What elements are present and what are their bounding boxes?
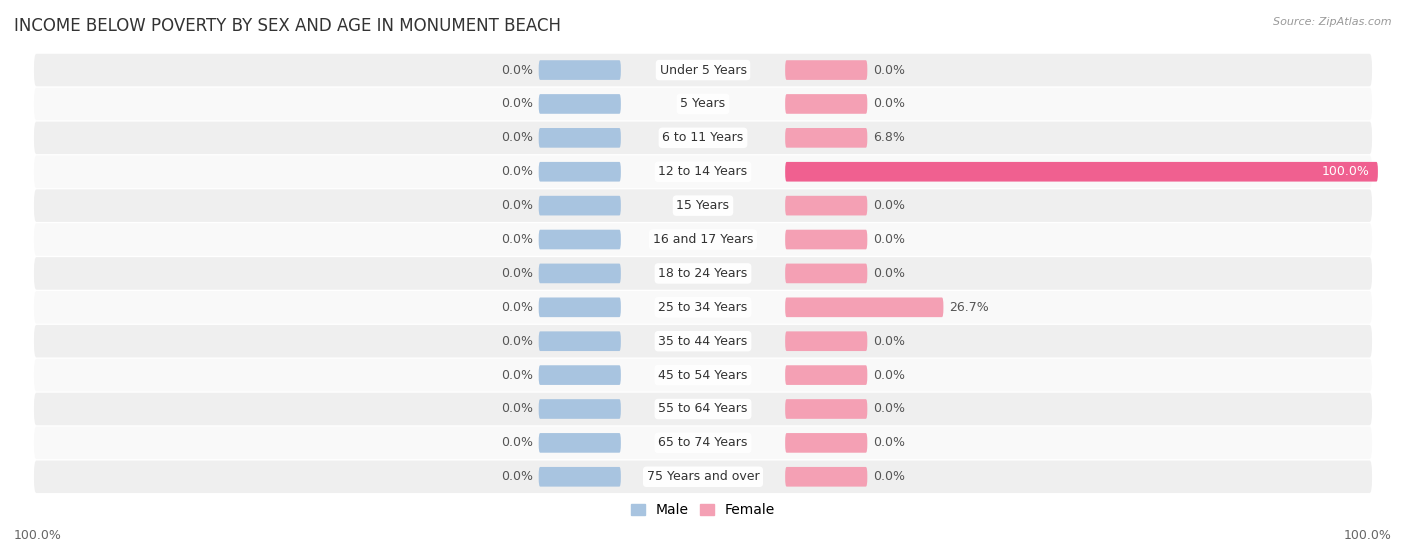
- Text: 0.0%: 0.0%: [873, 402, 905, 416]
- FancyBboxPatch shape: [538, 331, 621, 351]
- Text: 5 Years: 5 Years: [681, 98, 725, 110]
- Text: 65 to 74 Years: 65 to 74 Years: [658, 436, 748, 449]
- FancyBboxPatch shape: [34, 257, 1372, 290]
- FancyBboxPatch shape: [785, 331, 868, 351]
- Text: 0.0%: 0.0%: [501, 301, 533, 314]
- FancyBboxPatch shape: [538, 365, 621, 385]
- FancyBboxPatch shape: [785, 128, 868, 148]
- FancyBboxPatch shape: [538, 196, 621, 215]
- FancyBboxPatch shape: [34, 88, 1372, 120]
- Legend: Male, Female: Male, Female: [626, 498, 780, 523]
- FancyBboxPatch shape: [785, 365, 868, 385]
- Text: 0.0%: 0.0%: [873, 233, 905, 246]
- Text: 0.0%: 0.0%: [501, 335, 533, 348]
- FancyBboxPatch shape: [785, 162, 1378, 181]
- Text: 12 to 14 Years: 12 to 14 Years: [658, 165, 748, 178]
- FancyBboxPatch shape: [785, 60, 868, 80]
- Text: Under 5 Years: Under 5 Years: [659, 64, 747, 76]
- Text: 55 to 64 Years: 55 to 64 Years: [658, 402, 748, 416]
- Text: 0.0%: 0.0%: [501, 233, 533, 246]
- FancyBboxPatch shape: [785, 263, 868, 283]
- Text: 0.0%: 0.0%: [501, 131, 533, 145]
- FancyBboxPatch shape: [785, 433, 868, 453]
- FancyBboxPatch shape: [785, 467, 868, 487]
- FancyBboxPatch shape: [785, 230, 868, 249]
- FancyBboxPatch shape: [538, 94, 621, 114]
- FancyBboxPatch shape: [538, 162, 621, 181]
- Text: 0.0%: 0.0%: [873, 470, 905, 483]
- FancyBboxPatch shape: [34, 460, 1372, 493]
- Text: 0.0%: 0.0%: [873, 335, 905, 348]
- FancyBboxPatch shape: [34, 223, 1372, 256]
- FancyBboxPatch shape: [34, 393, 1372, 425]
- Text: 0.0%: 0.0%: [873, 436, 905, 449]
- Text: 0.0%: 0.0%: [501, 402, 533, 416]
- FancyBboxPatch shape: [34, 122, 1372, 154]
- FancyBboxPatch shape: [34, 427, 1372, 459]
- Text: Source: ZipAtlas.com: Source: ZipAtlas.com: [1274, 17, 1392, 27]
- FancyBboxPatch shape: [538, 60, 621, 80]
- Text: 16 and 17 Years: 16 and 17 Years: [652, 233, 754, 246]
- FancyBboxPatch shape: [785, 297, 943, 317]
- Text: 75 Years and over: 75 Years and over: [647, 470, 759, 483]
- Text: 25 to 34 Years: 25 to 34 Years: [658, 301, 748, 314]
- Text: 6 to 11 Years: 6 to 11 Years: [662, 131, 744, 145]
- FancyBboxPatch shape: [538, 399, 621, 419]
- FancyBboxPatch shape: [34, 189, 1372, 222]
- FancyBboxPatch shape: [538, 467, 621, 487]
- FancyBboxPatch shape: [34, 156, 1372, 188]
- FancyBboxPatch shape: [785, 196, 868, 215]
- Text: 0.0%: 0.0%: [873, 199, 905, 212]
- Text: 0.0%: 0.0%: [873, 369, 905, 382]
- FancyBboxPatch shape: [538, 433, 621, 453]
- FancyBboxPatch shape: [34, 291, 1372, 324]
- Text: 0.0%: 0.0%: [873, 64, 905, 76]
- Text: 15 Years: 15 Years: [676, 199, 730, 212]
- FancyBboxPatch shape: [34, 359, 1372, 391]
- Text: 0.0%: 0.0%: [501, 199, 533, 212]
- Text: 35 to 44 Years: 35 to 44 Years: [658, 335, 748, 348]
- Text: 0.0%: 0.0%: [873, 98, 905, 110]
- FancyBboxPatch shape: [34, 54, 1372, 86]
- FancyBboxPatch shape: [538, 230, 621, 249]
- Text: 45 to 54 Years: 45 to 54 Years: [658, 369, 748, 382]
- Text: 18 to 24 Years: 18 to 24 Years: [658, 267, 748, 280]
- Text: 0.0%: 0.0%: [501, 267, 533, 280]
- FancyBboxPatch shape: [785, 399, 868, 419]
- Text: 0.0%: 0.0%: [501, 165, 533, 178]
- Text: 0.0%: 0.0%: [501, 470, 533, 483]
- Text: 26.7%: 26.7%: [949, 301, 988, 314]
- Text: 0.0%: 0.0%: [501, 436, 533, 449]
- Text: 0.0%: 0.0%: [501, 98, 533, 110]
- Text: 100.0%: 100.0%: [1344, 529, 1392, 542]
- FancyBboxPatch shape: [785, 94, 868, 114]
- FancyBboxPatch shape: [538, 297, 621, 317]
- FancyBboxPatch shape: [538, 263, 621, 283]
- Text: 0.0%: 0.0%: [873, 267, 905, 280]
- FancyBboxPatch shape: [538, 128, 621, 148]
- Text: 0.0%: 0.0%: [501, 64, 533, 76]
- FancyBboxPatch shape: [34, 325, 1372, 358]
- Text: 0.0%: 0.0%: [501, 369, 533, 382]
- Text: INCOME BELOW POVERTY BY SEX AND AGE IN MONUMENT BEACH: INCOME BELOW POVERTY BY SEX AND AGE IN M…: [14, 17, 561, 35]
- Text: 100.0%: 100.0%: [14, 529, 62, 542]
- Text: 100.0%: 100.0%: [1322, 165, 1369, 178]
- Text: 6.8%: 6.8%: [873, 131, 905, 145]
